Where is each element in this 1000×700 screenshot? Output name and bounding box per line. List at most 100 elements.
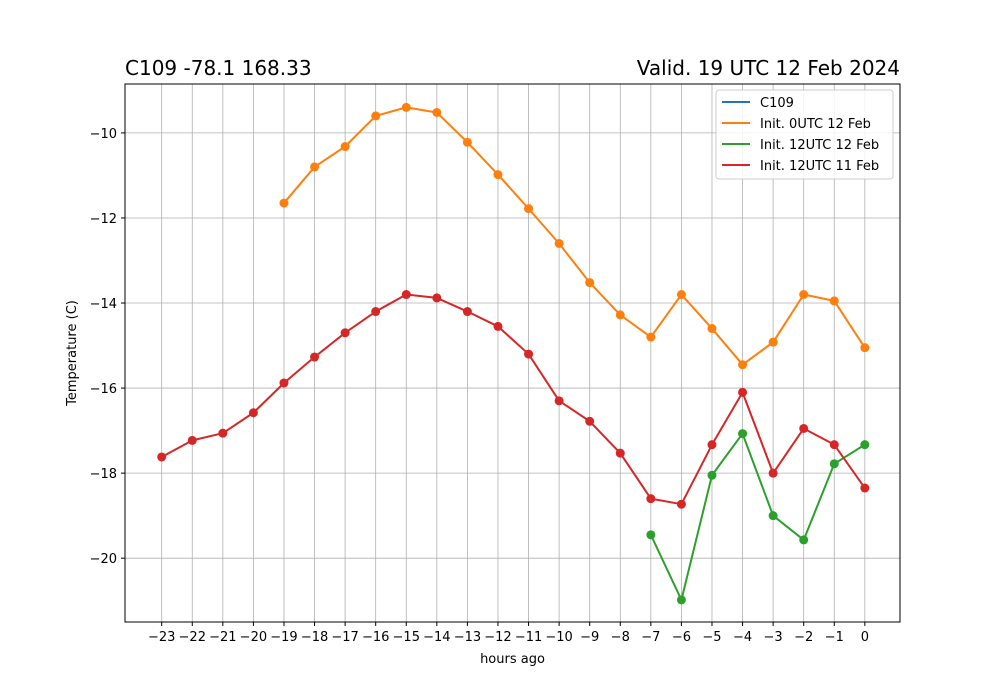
x-tick-label: −16 bbox=[362, 630, 389, 645]
x-tick-label: −7 bbox=[641, 630, 660, 645]
series-2 bbox=[646, 429, 870, 605]
series-1-point bbox=[829, 296, 839, 306]
series-1 bbox=[279, 102, 870, 370]
chart-title-left: C109 -78.1 168.33 bbox=[125, 56, 312, 80]
series-3-line bbox=[161, 293, 866, 506]
series-1-point bbox=[799, 290, 809, 300]
legend-entry-label: Init. 12UTC 12 Feb bbox=[760, 138, 879, 153]
legend-entry-label: C109 bbox=[760, 96, 794, 111]
x-tick-label: −20 bbox=[240, 630, 267, 645]
series-3-point bbox=[493, 321, 503, 331]
x-tick-label: −14 bbox=[423, 630, 450, 645]
series-3-point bbox=[310, 352, 320, 362]
x-tick-label: −19 bbox=[270, 630, 297, 645]
series-3-point bbox=[860, 483, 870, 493]
y-tick-label: −16 bbox=[90, 382, 117, 397]
series-2-point bbox=[829, 459, 839, 469]
x-tick-label: −3 bbox=[764, 630, 783, 645]
series-1-point bbox=[340, 142, 350, 152]
series-1-point bbox=[554, 238, 564, 248]
series-1-point bbox=[432, 107, 442, 117]
y-tick-label: −18 bbox=[90, 467, 117, 482]
series-1-point bbox=[493, 170, 503, 180]
x-tick-label: −15 bbox=[393, 630, 420, 645]
series-3-point bbox=[646, 494, 656, 504]
x-axis-label: hours ago bbox=[480, 652, 545, 667]
y-tick-label: −14 bbox=[90, 297, 117, 312]
x-tick-label: −4 bbox=[733, 630, 752, 645]
series-2-point bbox=[646, 530, 656, 540]
x-tick-label: −11 bbox=[515, 630, 542, 645]
x-tick-label: −5 bbox=[702, 630, 721, 645]
series-3-point bbox=[187, 435, 197, 445]
x-tick-label: −2 bbox=[794, 630, 813, 645]
legend: C109 Init. 0UTC 12 Feb Init. 12UTC 12 Feb I… bbox=[715, 89, 894, 180]
series-1-point bbox=[585, 278, 595, 288]
series-2-line bbox=[649, 432, 866, 601]
x-tick-label: −12 bbox=[484, 630, 511, 645]
series-3-point bbox=[738, 387, 748, 397]
series-layer bbox=[157, 102, 870, 605]
x-tick-label: −13 bbox=[454, 630, 481, 645]
x-tick-label: −17 bbox=[331, 630, 358, 645]
y-tick-label: −10 bbox=[90, 127, 117, 142]
x-tick-label: −1 bbox=[825, 630, 844, 645]
series-1-point bbox=[462, 137, 472, 147]
y-tick-label: −12 bbox=[90, 212, 117, 227]
x-tick-label: −10 bbox=[545, 630, 572, 645]
series-3-point bbox=[432, 293, 442, 303]
series-1-line bbox=[283, 106, 866, 366]
series-1-point bbox=[524, 204, 534, 214]
series-3-point bbox=[707, 440, 717, 450]
series-3-point bbox=[799, 423, 809, 433]
series-3-point bbox=[157, 452, 167, 462]
series-1-point bbox=[310, 162, 320, 172]
series-1-point bbox=[676, 290, 686, 300]
series-3-point bbox=[615, 448, 625, 458]
x-tick-label: −8 bbox=[611, 630, 630, 645]
series-3-point bbox=[371, 307, 381, 317]
series-1-point bbox=[738, 360, 748, 370]
series-1-point bbox=[371, 111, 381, 121]
series-3-point bbox=[676, 499, 686, 509]
y-tick-label: −20 bbox=[90, 552, 117, 567]
series-3-point bbox=[401, 290, 411, 300]
series-1-point bbox=[768, 337, 778, 347]
x-tick-label: −6 bbox=[672, 630, 691, 645]
series-3 bbox=[157, 290, 870, 509]
x-tick-label: −18 bbox=[301, 630, 328, 645]
chart-title-right: Valid. 19 UTC 12 Feb 2024 bbox=[636, 56, 900, 80]
series-2-point bbox=[707, 470, 717, 480]
plot-frame bbox=[124, 83, 901, 623]
series-3-point bbox=[279, 378, 289, 388]
series-3-point bbox=[554, 396, 564, 406]
series-2-point bbox=[768, 511, 778, 521]
x-tick-label: −23 bbox=[148, 630, 175, 645]
x-tick-label: −9 bbox=[580, 630, 599, 645]
series-1-point bbox=[615, 310, 625, 320]
x-tick-label: 0 bbox=[861, 630, 869, 645]
series-3-point bbox=[218, 428, 228, 438]
series-1-point bbox=[279, 198, 289, 208]
series-1-point bbox=[707, 324, 717, 334]
series-3-point bbox=[829, 440, 839, 450]
legend-entry-label: Init. 12UTC 11 Feb bbox=[760, 159, 879, 174]
legend-entry-label: Init. 0UTC 12 Feb bbox=[760, 117, 871, 132]
series-3-point bbox=[524, 349, 534, 359]
series-1-point bbox=[646, 332, 656, 342]
series-2-point bbox=[676, 595, 686, 605]
series-2-point bbox=[738, 429, 748, 439]
series-3-point bbox=[462, 307, 472, 317]
series-1-point bbox=[860, 343, 870, 353]
series-2-point bbox=[799, 535, 809, 545]
series-3-point bbox=[768, 468, 778, 478]
x-tick-label: −21 bbox=[209, 630, 236, 645]
series-1-point bbox=[401, 102, 411, 112]
series-2-point bbox=[860, 440, 870, 450]
y-axis-label: Temperature (C) bbox=[65, 300, 80, 407]
series-3-point bbox=[248, 408, 258, 418]
series-3-point bbox=[340, 328, 350, 338]
tick-layer: −23 −22 −21 −20 −19 −18 −17 −16 −15 −14 −13 −12 −11−… bbox=[90, 127, 869, 645]
legend-box bbox=[715, 89, 894, 180]
